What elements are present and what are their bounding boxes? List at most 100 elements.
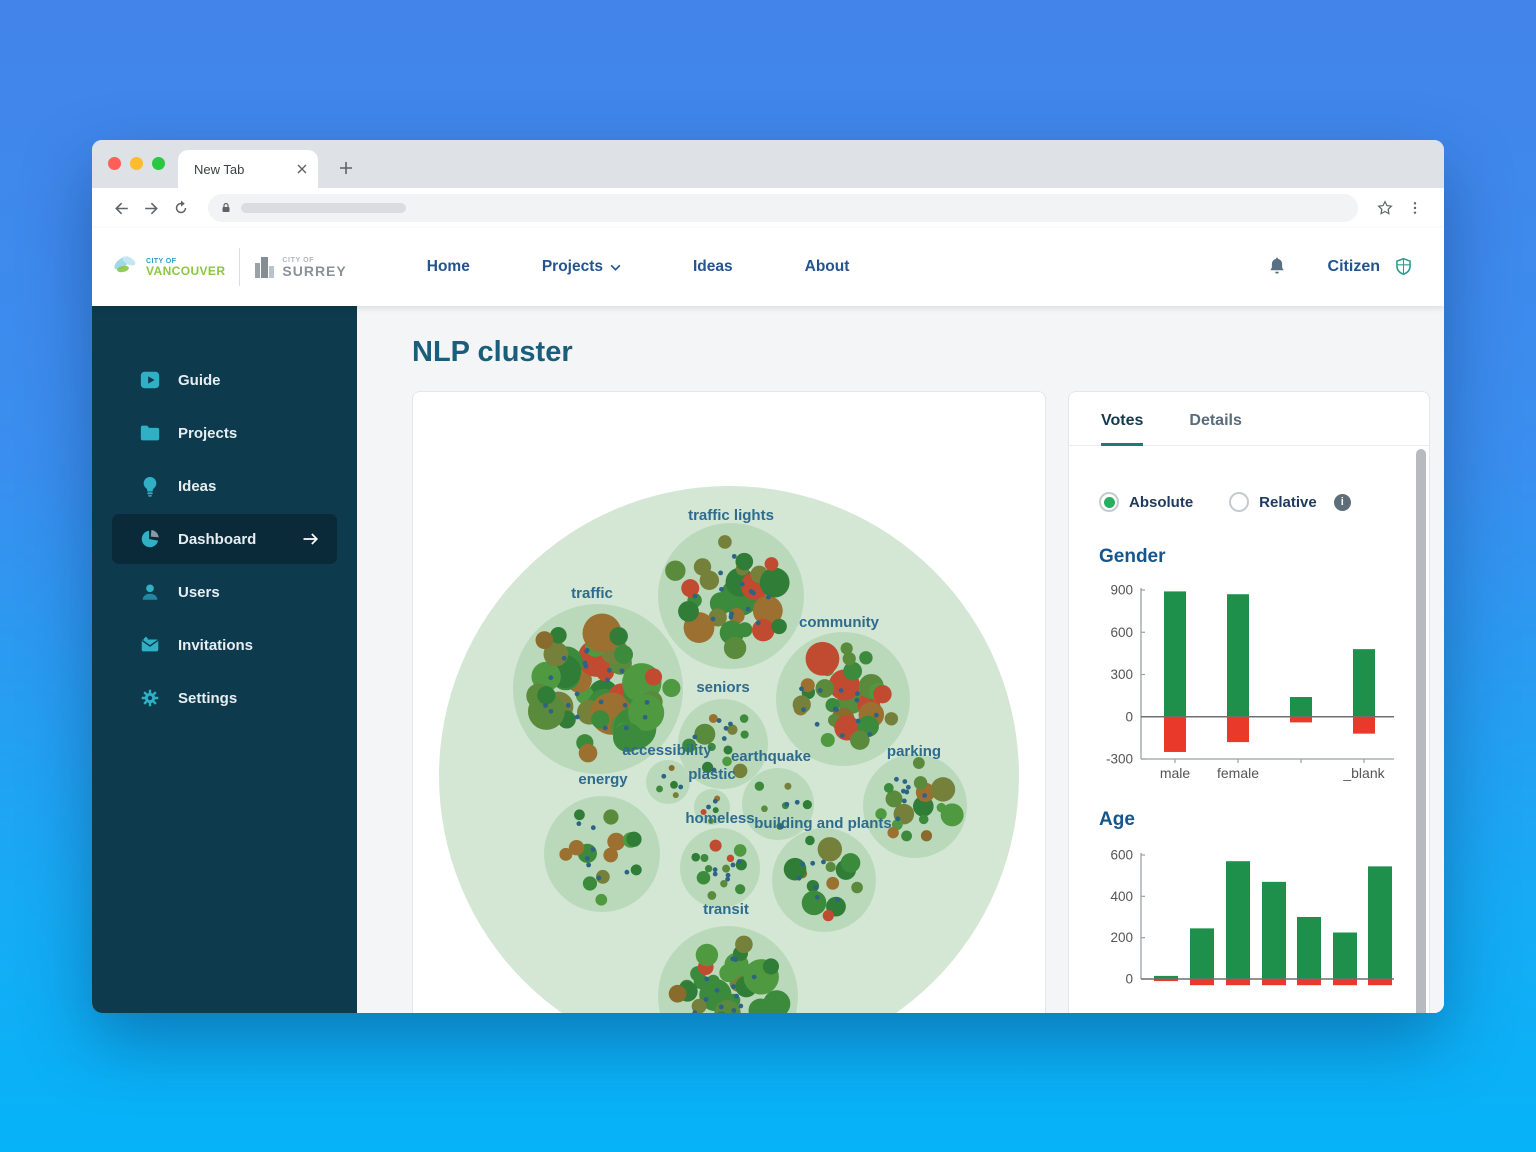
shield-icon (1396, 257, 1411, 276)
cluster-label-homeless[interactable]: homeless (685, 810, 754, 827)
browser-tab-strip: New Tab (92, 140, 1444, 188)
cluster-label-seniors[interactable]: seniors (696, 679, 749, 696)
browser-menu-button[interactable] (1400, 193, 1430, 223)
surrey-logo-line2: SURREY (282, 262, 347, 279)
bubble-chart-card: traffic lights traffic community seniors acc… (412, 391, 1046, 1013)
nav-link-about[interactable]: About (805, 258, 850, 276)
svg-text:_blank: _blank (1342, 765, 1385, 781)
info-icon[interactable]: i (1333, 493, 1351, 511)
cluster-label-community[interactable]: community (799, 614, 880, 631)
maximize-window-button[interactable] (152, 157, 165, 170)
sidebar-item-label: Invitations (178, 636, 254, 654)
sidebar-item-guide[interactable]: Guide (112, 355, 337, 405)
cluster-label-accessibility[interactable]: accessibility (622, 742, 712, 759)
forward-arrow-icon (144, 202, 158, 214)
svg-text:300: 300 (1110, 667, 1133, 682)
svg-text:200: 200 (1110, 930, 1133, 945)
new-tab-button[interactable] (332, 154, 360, 182)
chevron-down-icon (610, 264, 621, 271)
age-chart: 600 400 200 0 (1110, 848, 1394, 987)
nav-link-label: Ideas (693, 258, 733, 275)
window-controls (108, 157, 165, 170)
sidebar-item-label: Users (178, 583, 220, 601)
reload-icon (175, 200, 187, 214)
vancouver-logo[interactable]: CITY OF VANCOUVER (110, 253, 225, 281)
nav-link-label: Projects (541, 258, 603, 275)
envelope-plus-icon (139, 634, 161, 656)
user-icon (139, 581, 161, 603)
minimize-window-button[interactable] (130, 157, 143, 170)
sidebar-item-invitations[interactable]: Invitations (112, 620, 337, 670)
lightbulb-icon (139, 475, 161, 497)
browser-toolbar (92, 188, 1444, 228)
play-icon (139, 369, 161, 391)
sidebar-item-label: Dashboard (178, 530, 257, 548)
bookmark-button[interactable] (1370, 193, 1400, 223)
surrey-logo[interactable]: CITY OF SURREY (254, 254, 346, 280)
gear-icon (139, 687, 161, 709)
plus-icon (340, 162, 352, 174)
sidebar-item-label: Settings (178, 689, 238, 707)
star-icon (1377, 200, 1393, 215)
cluster-label-traffic-lights[interactable]: traffic lights (688, 507, 774, 524)
user-menu[interactable]: Citizen (1328, 255, 1414, 279)
radio-absolute-label: Absolute (1129, 493, 1194, 511)
nav-link-home[interactable]: Home (427, 258, 470, 276)
sidebar-item-label: Guide (178, 371, 221, 389)
sidebar-item-ideas[interactable]: Ideas (112, 461, 337, 511)
forward-button[interactable] (136, 193, 166, 223)
sidebar-item-settings[interactable]: Settings (112, 673, 337, 723)
tab-votes[interactable]: Votes (1101, 412, 1144, 446)
notification-bell-icon[interactable] (1266, 255, 1288, 279)
navbar-right: Citizen (1266, 255, 1414, 279)
votes-panel: Votes Details Absolute Relative (1068, 391, 1430, 1013)
nav-link-ideas[interactable]: Ideas (693, 258, 733, 276)
svg-text:male: male (1160, 765, 1191, 781)
close-window-button[interactable] (108, 157, 121, 170)
browser-tab[interactable]: New Tab (178, 150, 318, 188)
tab-close-icon[interactable] (296, 163, 308, 175)
sidebar-item-label: Ideas (178, 477, 217, 495)
radio-absolute[interactable]: Absolute (1099, 492, 1193, 512)
radio-absolute-dot[interactable] (1099, 492, 1119, 512)
cluster-label-parking[interactable]: parking (887, 743, 941, 760)
vancouver-logo-line1: CITY OF (146, 257, 177, 265)
back-button[interactable] (106, 193, 136, 223)
address-bar[interactable] (208, 194, 1358, 222)
cluster-label-earthquake[interactable]: earthquake (731, 748, 811, 765)
radio-relative[interactable]: Relative i (1229, 492, 1351, 512)
pie-chart-icon (139, 528, 161, 550)
main-area: NLP cluster traffic lights traffic communi… (357, 306, 1444, 1013)
cluster-label-transit[interactable]: transit (703, 901, 749, 918)
reload-button[interactable] (166, 193, 196, 223)
cluster-label-traffic[interactable]: traffic (571, 585, 613, 602)
surrey-building-icon (255, 257, 275, 278)
svg-text:900: 900 (1110, 583, 1133, 598)
folder-icon (139, 422, 161, 444)
panel-body: Absolute Relative i Gender 900 600 300 0 -30… (1069, 492, 1429, 1013)
tab-details[interactable]: Details (1189, 412, 1242, 429)
app-content: Guide Projects Ideas Dashboard Users Invitati… (92, 306, 1444, 1013)
svg-text:600: 600 (1110, 848, 1133, 863)
sidebar-item-projects[interactable]: Projects (112, 408, 337, 458)
brand-logos: CITY OF VANCOUVER CITY OF SURREY (110, 248, 347, 286)
svg-text:0: 0 (1125, 709, 1133, 724)
panel-scrollbar[interactable] (1416, 449, 1426, 1013)
radio-relative-dot[interactable] (1229, 492, 1250, 512)
cluster-label-energy[interactable]: energy (578, 771, 628, 788)
back-arrow-icon (114, 202, 128, 214)
vancouver-leaf-icon (114, 256, 136, 273)
mode-radio-group: Absolute Relative i (1099, 492, 1399, 512)
svg-text:0: 0 (1125, 972, 1133, 987)
app-navbar: CITY OF VANCOUVER CITY OF SURREY Home Pro… (92, 228, 1444, 306)
tab-title: New Tab (194, 161, 245, 177)
sidebar: Guide Projects Ideas Dashboard Users Invitati… (92, 306, 357, 1013)
sidebar-item-dashboard[interactable]: Dashboard (112, 514, 337, 564)
cluster-label-building-and-plants[interactable]: building and plants (754, 815, 892, 832)
nav-link-label: About (804, 258, 850, 275)
sidebar-item-users[interactable]: Users (112, 567, 337, 617)
bubble-chart-svg[interactable]: traffic lights traffic community seniors acc… (413, 392, 1045, 1013)
nav-link-projects[interactable]: Projects (542, 258, 621, 276)
vancouver-logo-line2: VANCOUVER (146, 263, 226, 278)
cluster-label-plastic[interactable]: plastic (688, 766, 736, 783)
